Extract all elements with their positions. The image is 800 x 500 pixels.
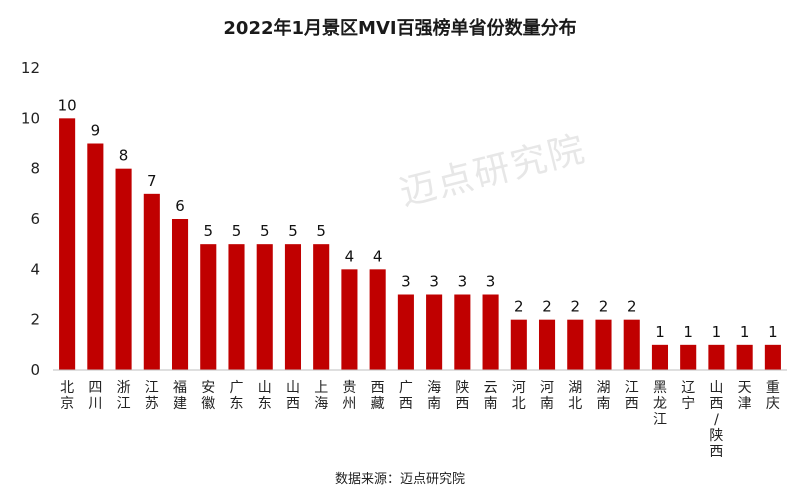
bar: [736, 344, 753, 370]
bar-value-label: 2: [514, 298, 524, 316]
category-label: 海南: [427, 380, 441, 412]
bar: [567, 319, 584, 370]
category-label: 上海: [314, 380, 328, 412]
category-label: 四川: [88, 380, 102, 412]
bar: [284, 244, 302, 370]
category-label: 浙江: [117, 380, 131, 412]
bar: [595, 319, 612, 370]
bar: [87, 143, 104, 370]
bar-value-label: 7: [147, 172, 157, 190]
category-label: 西藏: [371, 380, 385, 412]
category-label: 江苏: [145, 380, 159, 412]
bar: [369, 269, 386, 370]
bar-value-label: 2: [599, 298, 609, 316]
bar-value-label: 1: [768, 323, 778, 341]
y-tick-label: 12: [21, 59, 40, 77]
category-label: 陕西: [455, 380, 469, 412]
bar-value-label: 5: [316, 222, 326, 240]
category-label: 天津: [738, 380, 752, 412]
bar-value-label: 1: [655, 323, 665, 341]
category-label: 江西: [625, 380, 639, 412]
bar: [200, 244, 217, 370]
chart-title: 2022年1月景区MVI百强榜单省份数量分布: [223, 18, 577, 39]
bar: [397, 294, 414, 370]
bar-value-label: 2: [542, 298, 552, 316]
category-label: 贵州: [342, 380, 356, 412]
bar: [426, 294, 443, 370]
category-label: 安徽: [201, 380, 215, 412]
bar-value-label: 4: [345, 247, 355, 265]
bar-value-label: 1: [712, 323, 722, 341]
bar: [764, 344, 781, 370]
bar: [680, 344, 697, 370]
bar-value-label: 3: [458, 273, 468, 291]
category-label: 重庆: [766, 380, 780, 412]
category-label: 湖北: [568, 380, 582, 412]
bar: [538, 319, 556, 370]
category-label: 辽宁: [681, 380, 695, 412]
bar: [341, 269, 358, 370]
bar: [510, 319, 527, 370]
x-axis: 北京四川浙江江苏福建安徽广东山东山西上海贵州西藏广西海南陕西云南河北河南湖北湖南…: [53, 369, 787, 460]
category-label: 山东: [258, 380, 272, 412]
y-tick-label: 8: [30, 160, 40, 178]
category-label: 云南: [484, 380, 498, 412]
category-label: 河北: [512, 380, 526, 412]
category-label: 山西/陕西: [709, 380, 723, 460]
y-tick-label: 10: [21, 109, 40, 127]
bar-value-label: 8: [119, 147, 129, 165]
bar-value-label: 10: [58, 96, 77, 114]
category-label: 广西: [399, 380, 413, 412]
bar: [115, 168, 132, 370]
y-tick-label: 4: [30, 260, 40, 278]
bar: [171, 219, 189, 370]
bar-value-label: 5: [232, 222, 242, 240]
bar: [623, 319, 640, 370]
y-tick-label: 2: [30, 311, 40, 329]
bar-value-label: 3: [486, 273, 496, 291]
bar-value-label: 3: [401, 273, 411, 291]
y-tick-label: 6: [30, 210, 40, 228]
bar: [454, 294, 471, 370]
bar: [482, 294, 499, 370]
bar: [228, 244, 245, 370]
bar: [59, 118, 76, 370]
bar-value-label: 2: [627, 298, 637, 316]
y-tick-label: 0: [30, 361, 40, 379]
bar-value-label: 6: [175, 197, 185, 215]
category-label: 湖南: [597, 380, 611, 412]
bar-value-label: 3: [429, 273, 439, 291]
bar-value-label: 9: [91, 122, 101, 140]
bar: [651, 344, 669, 370]
source-note: 数据来源：迈点研究院: [334, 472, 465, 487]
bar: [313, 244, 330, 370]
bar-value-label: 5: [260, 222, 270, 240]
bar-value-label: 2: [570, 298, 580, 316]
bar-value-label: 5: [203, 222, 213, 240]
bar-value-label: 1: [683, 323, 693, 341]
bar: [708, 344, 725, 370]
category-label: 河南: [540, 380, 554, 412]
bar-value-label: 4: [373, 247, 383, 265]
bar-value-label: 5: [288, 222, 298, 240]
category-label: 北京: [60, 380, 74, 412]
category-label: 山西: [286, 380, 300, 412]
category-label: 广东: [230, 380, 244, 412]
bar-value-label: 1: [740, 323, 750, 341]
y-axis: 0 2 4 6 8 10 12: [21, 59, 40, 379]
category-label: 福建: [173, 380, 187, 412]
category-label: 黑龙江: [653, 380, 667, 428]
bar: [256, 244, 273, 370]
bar: [143, 193, 160, 370]
